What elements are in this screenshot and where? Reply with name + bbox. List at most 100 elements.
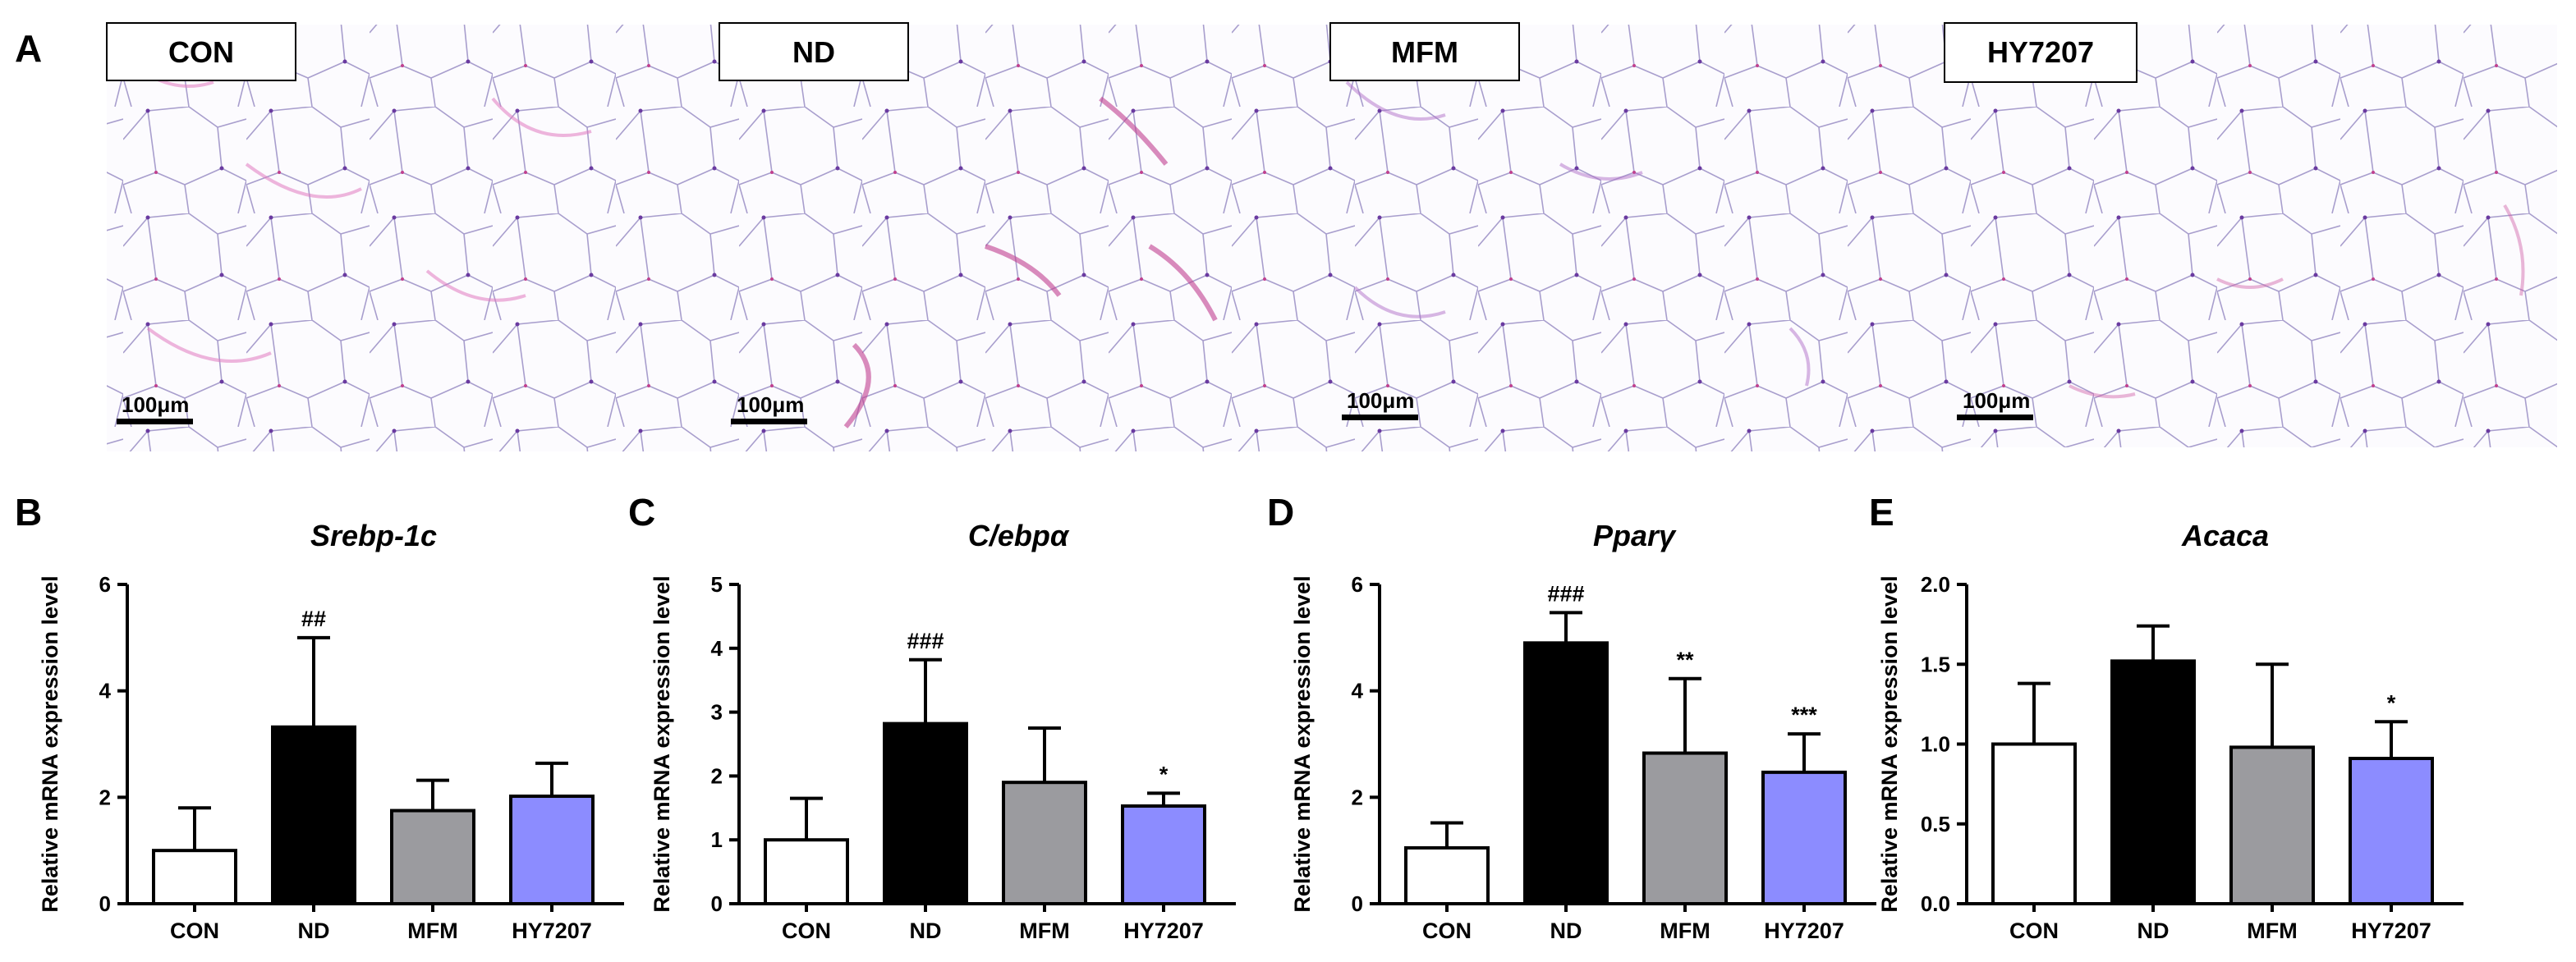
tile-label-box-hy7207	[1944, 22, 2137, 83]
bar-con	[764, 838, 849, 906]
scale-bar-nd	[731, 419, 807, 424]
y-tick-label: 3	[711, 700, 723, 725]
histology-tile-hy7207: HY7207 100μm	[1944, 22, 2557, 447]
histology-tile-nd: ND 100μm	[719, 22, 1335, 451]
x-tick-label: HY7207	[512, 918, 592, 943]
tile-label-con: CON	[168, 35, 234, 69]
bar-chart-ppar-gamma: D Pparγ Relative mRNA expression level 0 2 4 6…	[1267, 491, 1876, 943]
y-tick-label: 2	[711, 763, 723, 788]
scale-bar-label-con: 100μm	[122, 392, 189, 417]
bar-con	[1991, 742, 2077, 905]
y-tick-label: 4	[1352, 679, 1364, 703]
y-tick-label: 2.0	[1921, 572, 1950, 597]
x-tick-label: HY7207	[1123, 918, 1204, 943]
tile-label-box-mfm	[1329, 22, 1520, 81]
y-tick-label: 6	[1352, 572, 1363, 597]
histology-tile-con: CON 100μm	[106, 22, 721, 451]
x-tick-label: CON	[1422, 918, 1472, 943]
y-tick-label: 5	[711, 572, 723, 597]
y-tick-label: 0	[99, 891, 111, 916]
y-tick-label: 2	[1352, 785, 1363, 809]
y-axis-label: Relative mRNA expression level	[1290, 575, 1315, 912]
histology-image-mfm	[1335, 25, 1949, 451]
scale-bar-label-nd: 100μm	[737, 392, 804, 417]
y-tick-label: 1	[711, 827, 723, 852]
x-tick-label: ND	[910, 918, 942, 943]
significance-label: *	[1159, 762, 1169, 786]
y-tick-label: 4	[711, 636, 723, 661]
panel-letter: B	[15, 491, 42, 534]
scale-bar-hy7207	[1957, 415, 2033, 420]
y-tick-label: 0	[711, 891, 723, 916]
y-tick-label: 4	[99, 679, 112, 703]
x-tick-label: MFM	[2247, 918, 2297, 943]
bar-hy7207	[509, 795, 595, 906]
y-tick-label: 1.5	[1921, 652, 1950, 676]
bar-nd	[883, 722, 968, 905]
x-tick-label: MFM	[1019, 918, 1069, 943]
x-tick-label: MFM	[1660, 918, 1710, 943]
bar-nd	[2110, 659, 2196, 905]
tile-label-mfm: MFM	[1391, 35, 1458, 69]
significance-label: ##	[301, 607, 326, 631]
bar-chart-acaca: E Acaca Relative mRNA expression level 0.0 0…	[1869, 491, 2464, 943]
bar-mfm	[1642, 751, 1728, 905]
bar-chart-srebp-1c: B Srebp-1c Relative mRNA expression level 0…	[15, 491, 624, 943]
significance-label: ***	[1791, 703, 1817, 727]
x-tick-label: HY7207	[2351, 918, 2431, 943]
bar-hy7207	[2349, 757, 2434, 905]
significance-label: ###	[907, 629, 944, 653]
histology-image-hy7207	[1949, 25, 2557, 447]
x-tick-label: CON	[2009, 918, 2059, 943]
scale-bar-label-mfm: 100μm	[1347, 388, 1414, 413]
tile-label-nd: ND	[792, 35, 835, 69]
y-axis-label: Relative mRNA expression level	[1877, 575, 1902, 912]
y-axis-label: Relative mRNA expression level	[38, 575, 62, 912]
bar-mfm	[390, 809, 475, 906]
significance-label: ###	[1547, 581, 1584, 606]
tile-label-hy7207: HY7207	[1987, 35, 2094, 69]
bar-con	[1404, 845, 1490, 906]
tile-label-box-nd	[719, 22, 909, 81]
panel-letter: C	[628, 491, 655, 534]
histology-tile-mfm: MFM 100μm	[1329, 22, 1949, 451]
y-tick-label: 6	[99, 572, 111, 597]
bar-mfm	[2229, 745, 2315, 906]
x-tick-label: MFM	[407, 918, 457, 943]
chart-title: Srebp-1c	[310, 519, 437, 552]
histology-image-nd	[721, 25, 1335, 451]
bar-nd	[1523, 641, 1609, 905]
significance-label: **	[1676, 648, 1694, 672]
x-tick-label: ND	[298, 918, 330, 943]
bar-hy7207	[1121, 804, 1206, 905]
y-tick-label: 0.0	[1921, 891, 1950, 916]
bar-con	[152, 849, 237, 905]
panel-letter: E	[1869, 491, 1894, 534]
histology-image-con	[107, 25, 721, 451]
y-tick-label: 0.5	[1921, 812, 1950, 836]
y-tick-label: 2	[99, 785, 111, 809]
scale-bar-mfm	[1342, 415, 1418, 420]
y-axis-label: Relative mRNA expression level	[650, 575, 674, 912]
tile-label-box-con	[106, 22, 296, 81]
scale-bar-con	[117, 419, 193, 424]
scale-bar-label-hy7207: 100μm	[1963, 388, 2030, 413]
chart-title: Pparγ	[1593, 519, 1677, 552]
chart-title: Acaca	[2181, 519, 2269, 552]
chart-title: C/ebpα	[968, 519, 1070, 552]
panel-letter-a: A	[15, 27, 42, 70]
y-tick-label: 0	[1352, 891, 1363, 916]
panel-letter: D	[1267, 491, 1294, 534]
bar-mfm	[1002, 781, 1087, 905]
x-tick-label: ND	[2137, 918, 2170, 943]
bar-chart-cebpa: C C/ebpα Relative mRNA expression level 0 1 2…	[628, 491, 1236, 943]
x-tick-label: ND	[1550, 918, 1582, 943]
x-tick-label: CON	[170, 918, 219, 943]
x-tick-label: HY7207	[1764, 918, 1844, 943]
bar-hy7207	[1761, 770, 1847, 906]
x-tick-label: CON	[782, 918, 831, 943]
significance-label: *	[2387, 690, 2396, 715]
bar-nd	[271, 725, 356, 906]
y-tick-label: 1.0	[1921, 732, 1950, 757]
